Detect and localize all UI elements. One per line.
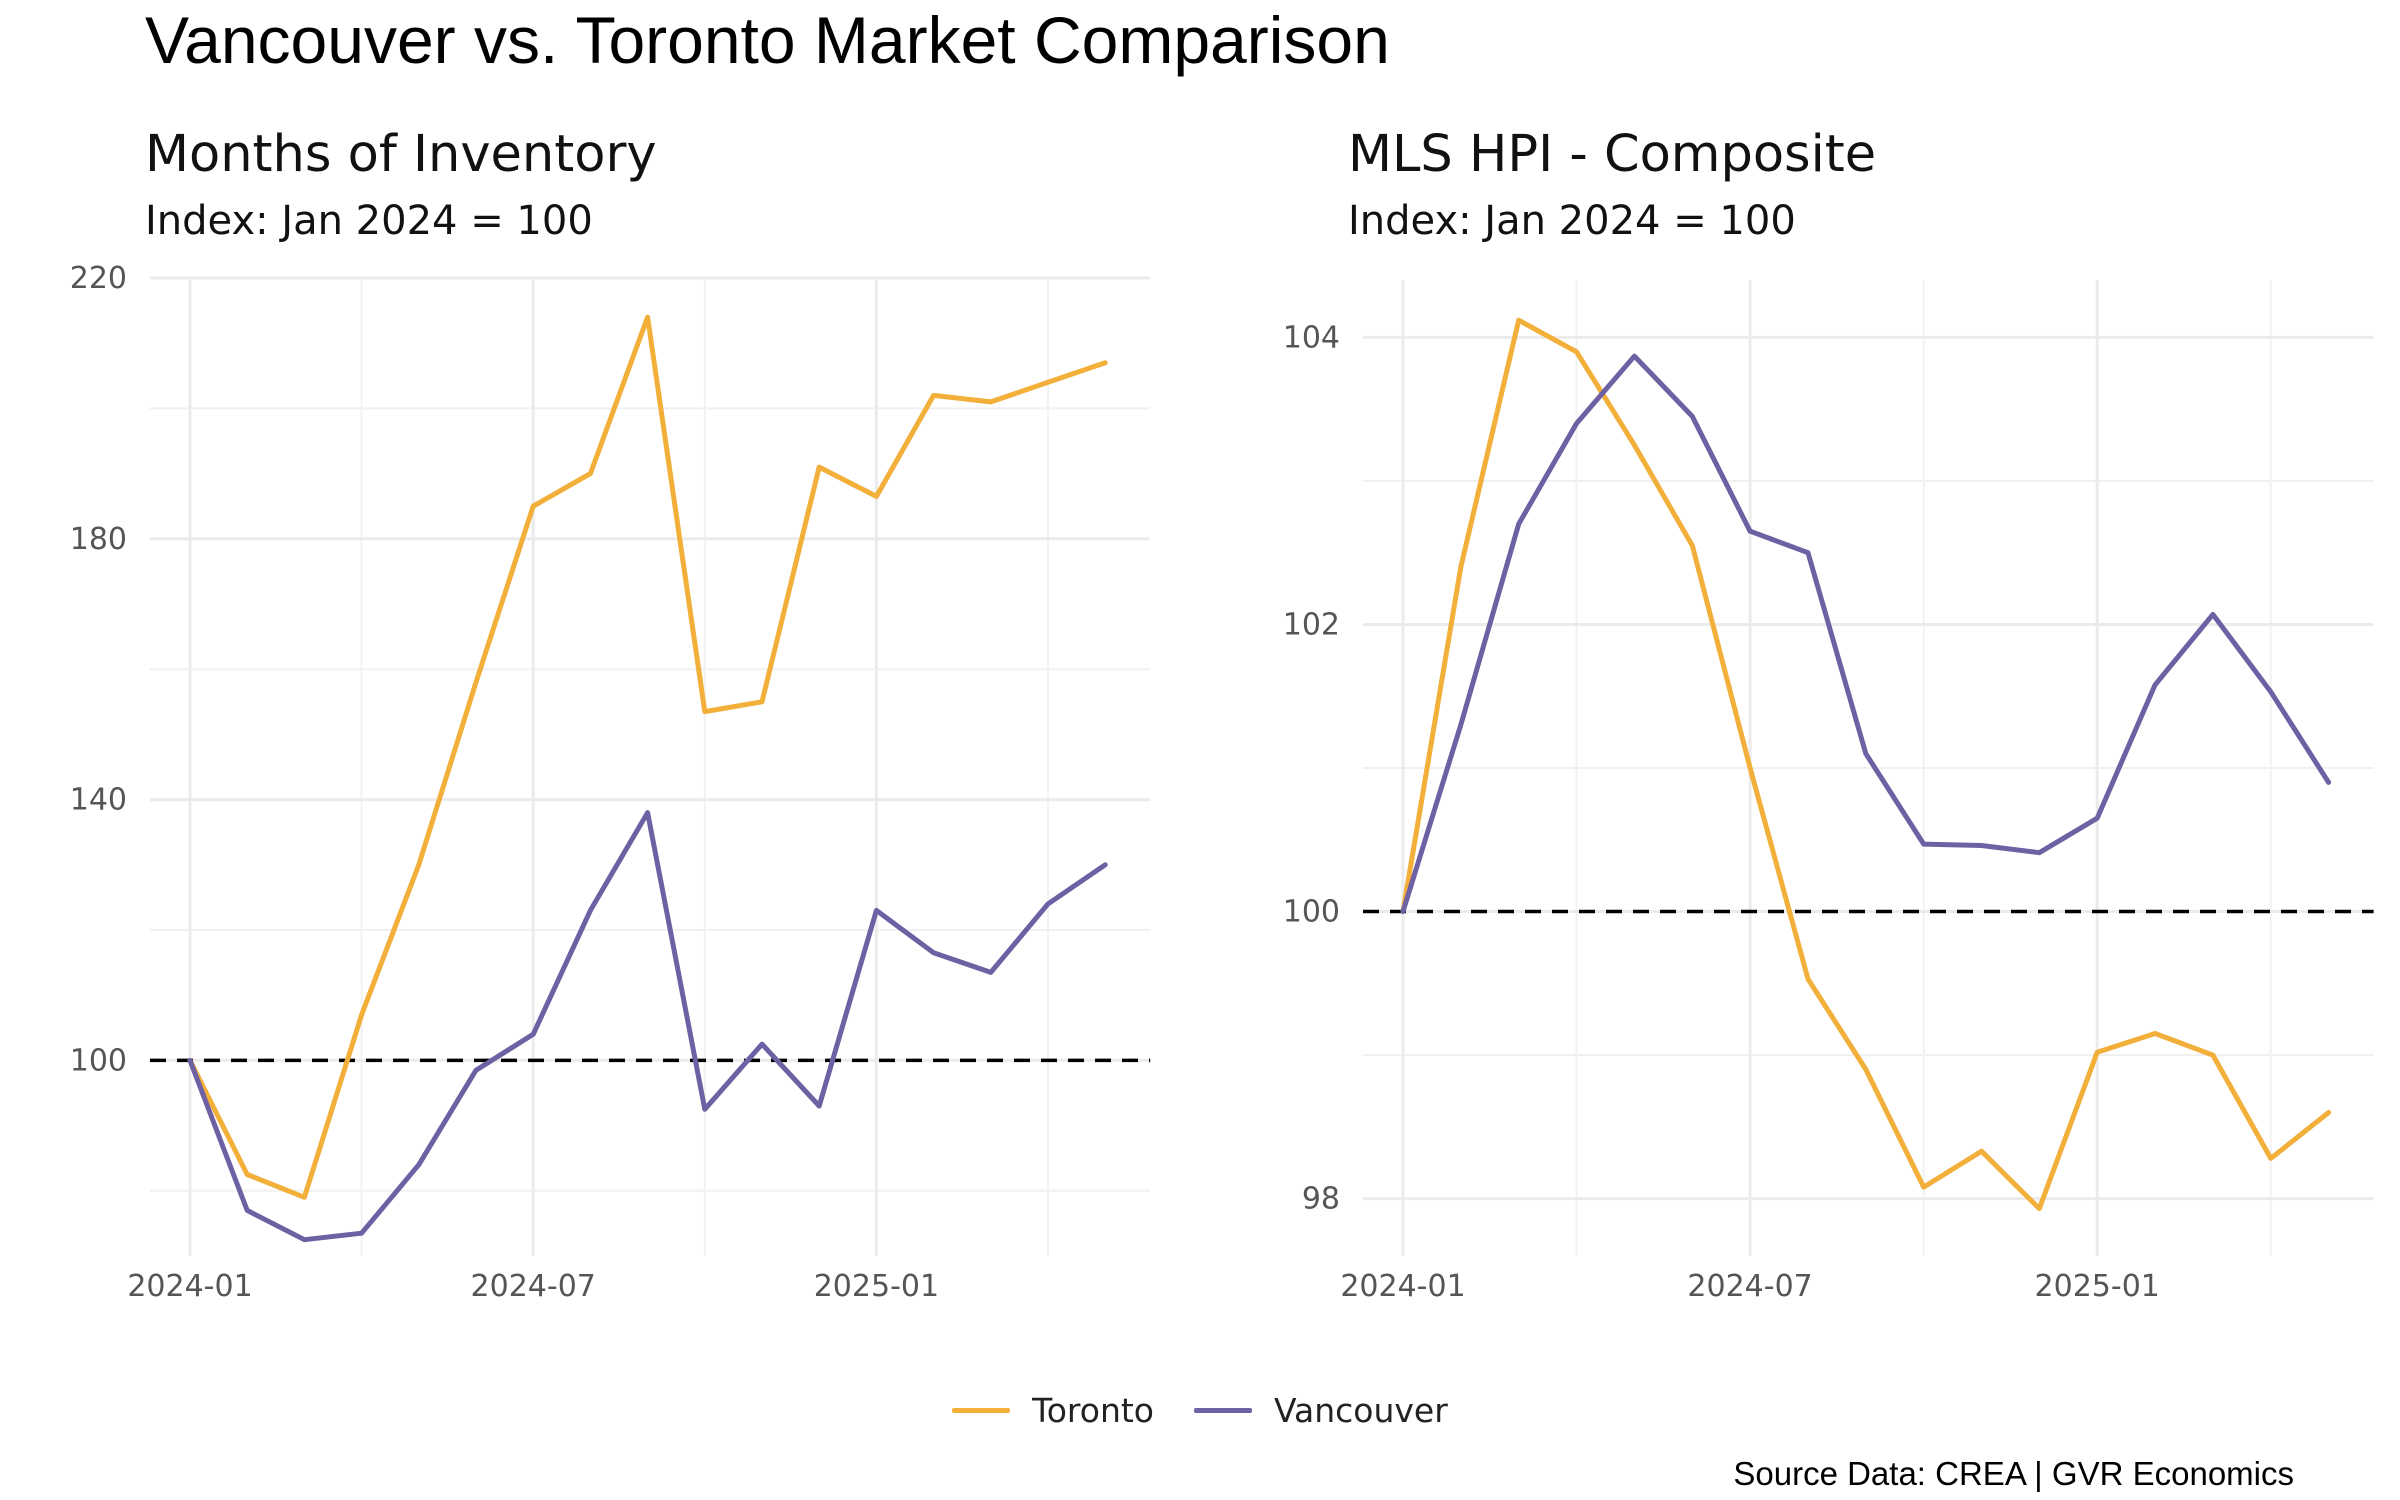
y-tick-label: 180 xyxy=(70,522,127,557)
panel-left-subtitle: Index: Jan 2024 = 100 xyxy=(145,198,593,244)
series-line-vancouver-inventory xyxy=(187,810,1108,1243)
series-line-toronto-hpi xyxy=(1400,317,2332,1212)
panel-right-subtitle: Index: Jan 2024 = 100 xyxy=(1348,198,1796,244)
legend-item-toronto: Toronto xyxy=(952,1391,1154,1430)
legend-swatch-vancouver xyxy=(1194,1407,1252,1413)
x-tick-label: 2024-01 xyxy=(127,1269,252,1304)
chart-main-title: Vancouver vs. Toronto Market Comparison xyxy=(145,3,1390,77)
x-tick-label: 2025-01 xyxy=(2035,1269,2160,1304)
series-line-vancouver-hpi xyxy=(1400,353,2332,914)
series-line-toronto-inventory xyxy=(187,314,1108,1200)
x-tick-label: 2024-07 xyxy=(1687,1269,1812,1304)
y-tick-label: 104 xyxy=(1283,320,1340,355)
x-tick-label: 2025-01 xyxy=(814,1269,939,1304)
legend-label-toronto: Toronto xyxy=(1032,1390,1154,1430)
legend-label-vancouver: Vancouver xyxy=(1274,1390,1448,1430)
y-tick-label: 98 xyxy=(1302,1182,1340,1217)
mls-hpi-panel: 98 100 102 104 2024-01 2024-07 2025-01 xyxy=(1283,280,2374,1304)
months-of-inventory-panel: 100 140 180 220 2024-01 2024-07 2025-01 xyxy=(70,261,1151,1304)
legend: Toronto Vancouver xyxy=(0,1380,2400,1440)
panel-right-title: MLS HPI - Composite xyxy=(1348,125,1877,184)
y-tick-label: 102 xyxy=(1283,607,1340,642)
y-tick-label: 100 xyxy=(1283,895,1340,930)
legend-item-vancouver: Vancouver xyxy=(1194,1391,1448,1430)
x-tick-label: 2024-01 xyxy=(1340,1269,1465,1304)
y-tick-label: 100 xyxy=(70,1043,127,1078)
x-tick-label: 2024-07 xyxy=(471,1269,596,1304)
panel-left-title: Months of Inventory xyxy=(145,125,657,184)
legend-swatch-toronto xyxy=(952,1407,1011,1413)
source-note: Source Data: CREA | GVR Economics xyxy=(1733,1455,2294,1492)
y-tick-label: 140 xyxy=(70,783,127,818)
y-tick-label: 220 xyxy=(70,261,127,296)
